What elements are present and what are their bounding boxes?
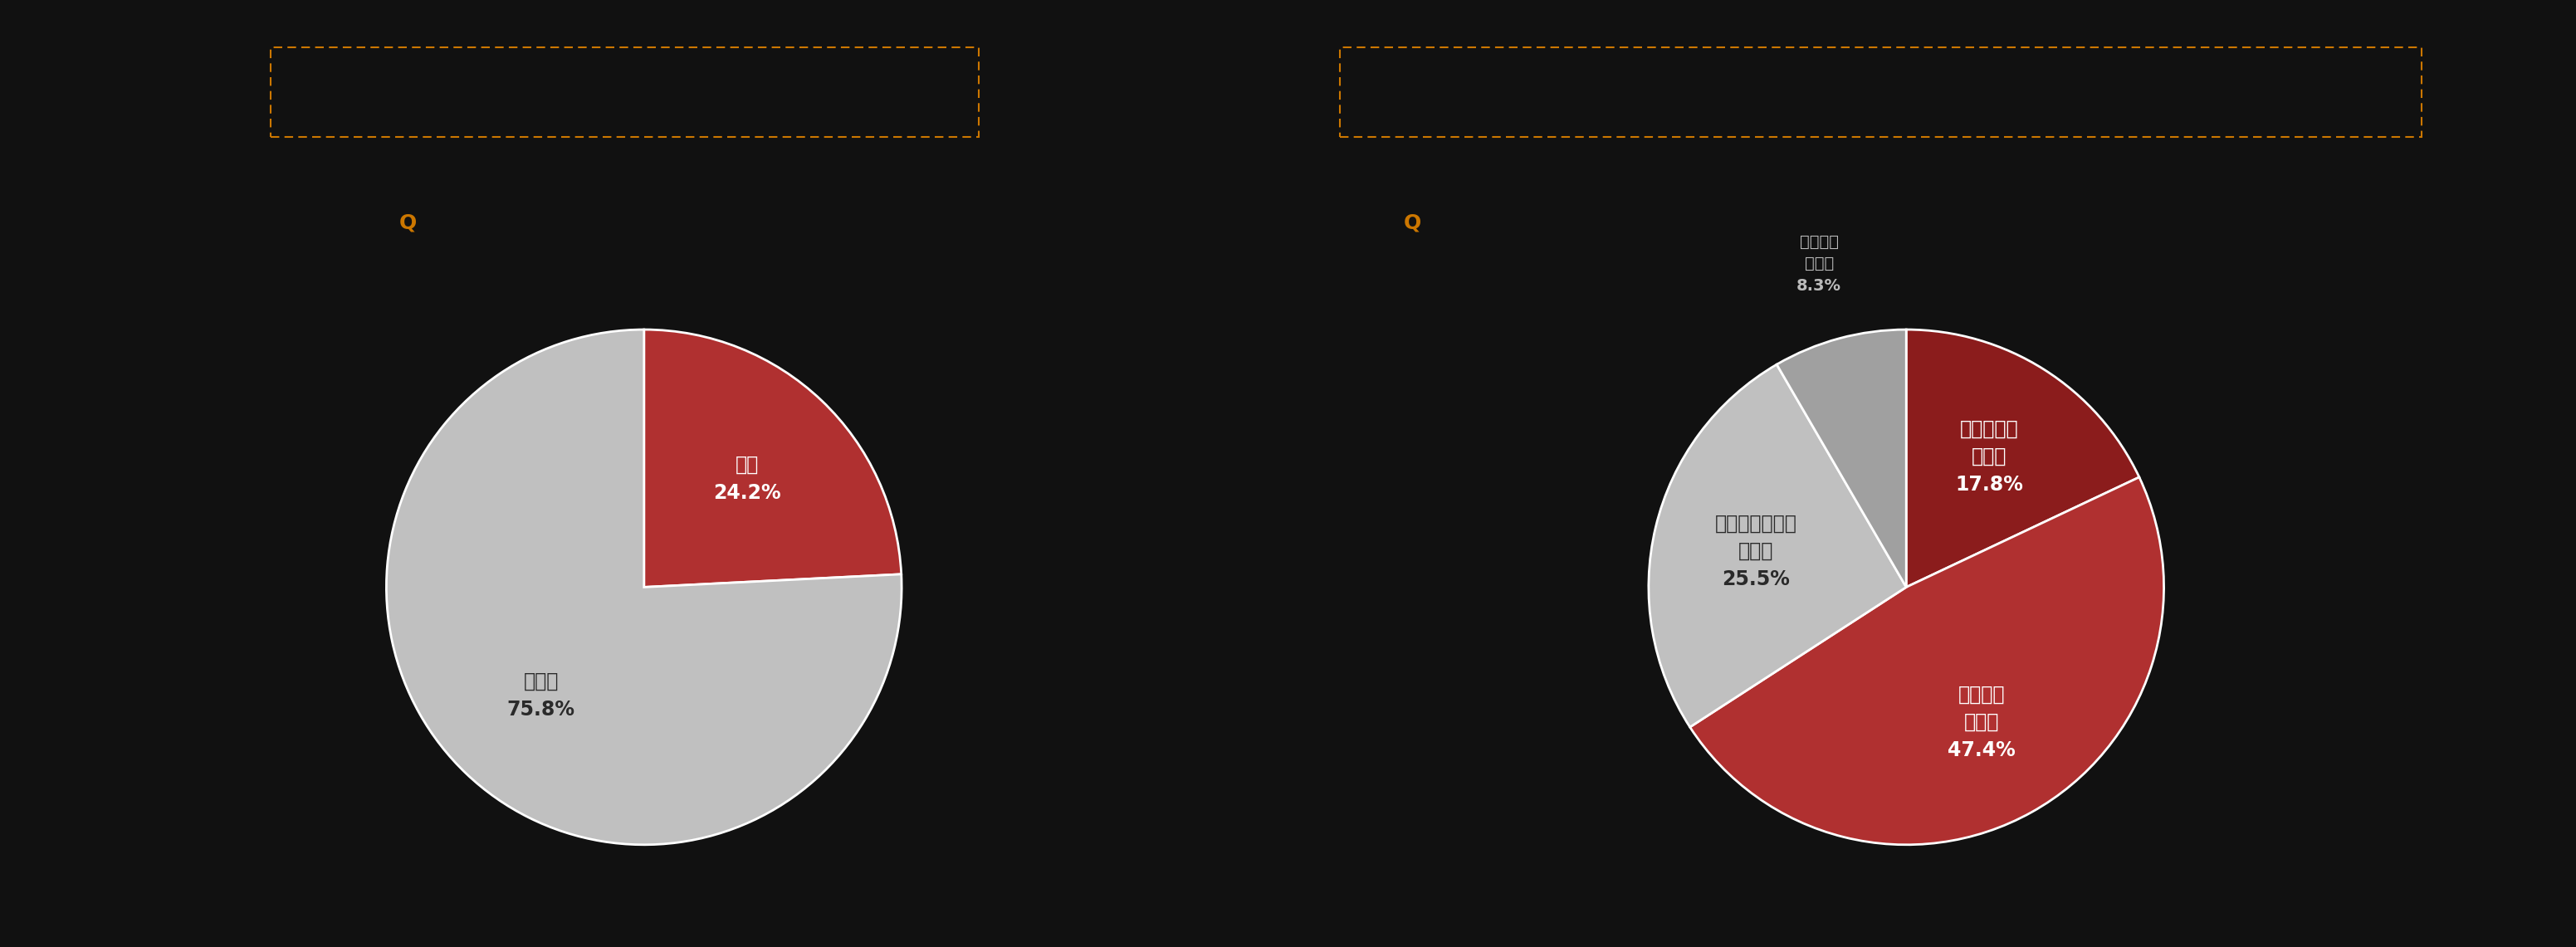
Text: 良くない
と思う
8.3%: 良くない と思う 8.3% xyxy=(1795,234,1842,294)
Text: Q: Q xyxy=(399,213,417,233)
Bar xyxy=(270,47,979,137)
Wedge shape xyxy=(1777,330,1906,587)
Text: とても良い
と思う
17.8%: とても良い と思う 17.8% xyxy=(1955,419,2022,494)
Text: やや良い
と思う
47.4%: やや良い と思う 47.4% xyxy=(1947,685,2014,759)
Wedge shape xyxy=(386,330,902,845)
Text: Q: Q xyxy=(1404,213,1422,233)
Wedge shape xyxy=(1906,330,2138,587)
Text: はい
24.2%: はい 24.2% xyxy=(714,455,781,503)
Bar xyxy=(1340,47,2421,137)
Text: いいえ
75.8%: いいえ 75.8% xyxy=(507,671,574,720)
Text: あまり良くない
と思う
25.5%: あまり良くない と思う 25.5% xyxy=(1716,513,1798,589)
Wedge shape xyxy=(1649,365,1906,727)
Wedge shape xyxy=(644,330,902,587)
Wedge shape xyxy=(1690,477,2164,845)
